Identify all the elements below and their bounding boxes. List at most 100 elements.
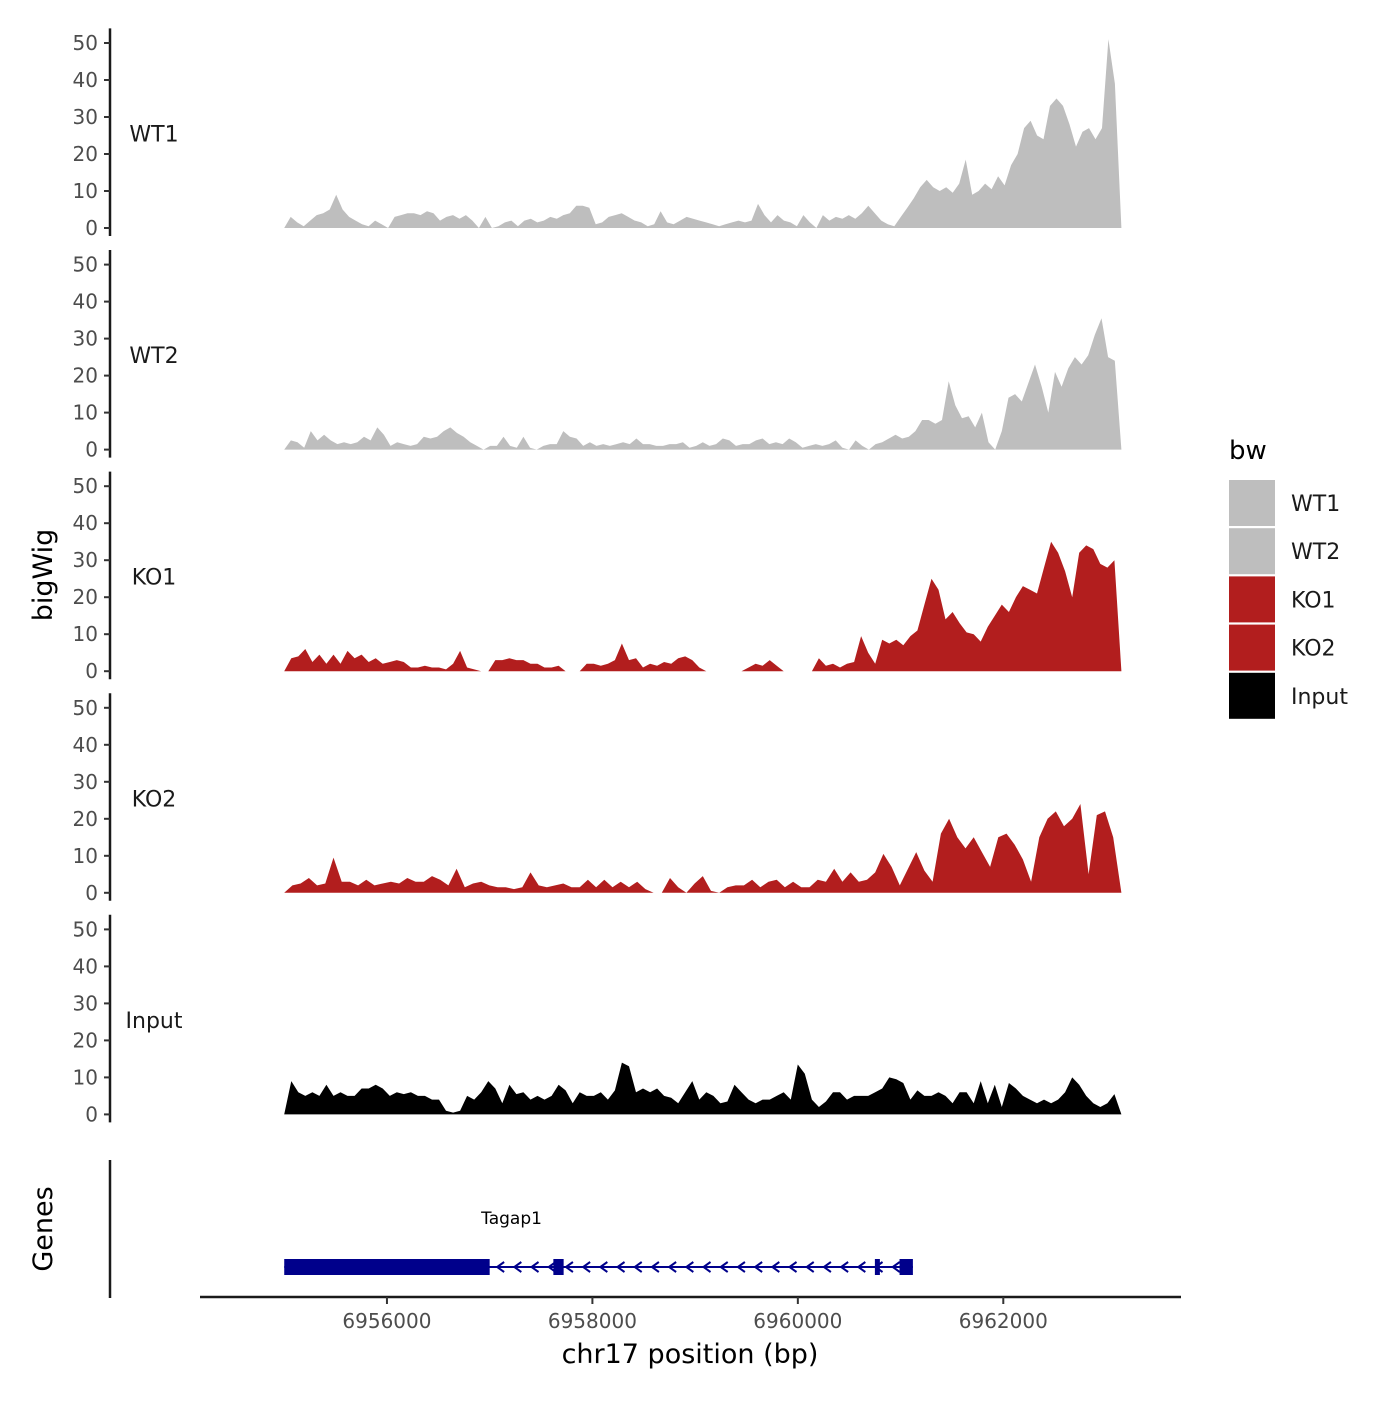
y-tick-label: 40 — [73, 511, 98, 535]
legend-item-wt2: WT2 — [1229, 528, 1340, 575]
signal-area-wt2 — [284, 318, 1122, 450]
x-axis: 6956000 6958000 6960000 6962000 — [200, 1295, 1181, 1333]
legend: bw WT1 WT2 KO1 KO2 Input — [1229, 436, 1348, 719]
y-tick-label: 30 — [73, 327, 98, 351]
legend-swatch — [1229, 528, 1275, 575]
gene-exon — [874, 1259, 880, 1275]
strand-arrow — [701, 1261, 712, 1273]
y-tick-label: 10 — [73, 1065, 98, 1089]
track-wt1: 0 10 20 30 40 50 WT1 — [73, 28, 1122, 240]
signal-area-ko1 — [284, 541, 1122, 672]
y-tick-label: 40 — [73, 68, 98, 92]
x-axis-title: chr17 position (bp) — [562, 1339, 819, 1370]
y-tick-label: 50 — [73, 253, 98, 277]
gene-exon — [553, 1259, 564, 1275]
strand-arrow — [581, 1261, 591, 1273]
y-tick-label: 30 — [73, 548, 98, 572]
strand-arrow — [856, 1261, 866, 1273]
track-label: Input — [126, 1009, 183, 1034]
gene-tagap1: Tagap1 — [284, 1209, 913, 1275]
y-tick-label: 20 — [73, 807, 98, 831]
signal-area-wt1 — [284, 39, 1122, 228]
strand-arrow — [822, 1261, 832, 1273]
legend-swatch — [1229, 480, 1275, 526]
y-tick-label: 10 — [73, 179, 98, 203]
strand-arrow — [719, 1261, 729, 1273]
y-tick-label: 40 — [73, 290, 98, 314]
y-tick-label: 40 — [73, 733, 98, 757]
y-tick-label: 20 — [73, 364, 98, 388]
x-tick-label: 6958000 — [548, 1309, 637, 1333]
strand-arrow — [598, 1261, 608, 1273]
strand-arrow — [512, 1261, 522, 1273]
strand-arrow — [805, 1261, 815, 1273]
y-tick-label: 0 — [85, 1102, 98, 1126]
legend-item-wt1: WT1 — [1229, 480, 1340, 526]
track-label: WT1 — [129, 123, 178, 148]
genes-track: Genes Tagap1 — [28, 1160, 913, 1298]
strand-arrow — [529, 1261, 540, 1273]
y-tick-label: 30 — [73, 770, 98, 794]
x-tick-label: 6962000 — [959, 1309, 1048, 1333]
strand-arrow — [633, 1261, 643, 1273]
legend-item-ko2: KO2 — [1229, 624, 1336, 671]
legend-item-ko1: KO1 — [1229, 576, 1336, 623]
genes-track-title: Genes — [28, 1186, 59, 1271]
y-tick-label: 20 — [73, 1028, 98, 1052]
strand-arrow — [753, 1261, 763, 1273]
track-label: KO1 — [132, 566, 177, 591]
strand-arrow — [770, 1261, 780, 1273]
y-tick-label: 50 — [73, 474, 98, 498]
track-ko2: 0 10 20 30 40 50 KO2 — [73, 693, 1122, 905]
y-tick-label: 10 — [73, 401, 98, 425]
legend-title: bw — [1229, 436, 1267, 466]
strand-arrow — [564, 1261, 574, 1273]
track-wt2: 0 10 20 30 40 50 WT2 — [73, 250, 1122, 462]
y-tick-label: 30 — [73, 991, 98, 1015]
y-tick-label: 0 — [85, 438, 98, 462]
y-tick-label: 0 — [85, 881, 98, 905]
y-tick-label: 20 — [73, 142, 98, 166]
signal-area-ko2 — [284, 804, 1122, 893]
gene-exon — [284, 1259, 490, 1275]
y-axis-title: bigWig — [28, 529, 59, 622]
strand-arrow — [495, 1261, 505, 1273]
y-tick-label: 0 — [85, 216, 98, 240]
strand-arrow — [839, 1261, 849, 1273]
tracks-layer: 0 10 20 30 40 50 WT1 0 10 20 30 40 50 WT2 0 10 20 30 40 50 K… — [73, 28, 1122, 1126]
signal-area-input — [284, 1062, 1122, 1115]
gene-exon — [899, 1259, 913, 1275]
legend-label: Input — [1291, 685, 1348, 710]
track-label: WT2 — [129, 344, 178, 369]
legend-item-input: Input — [1229, 672, 1348, 719]
y-tick-label: 10 — [73, 622, 98, 646]
y-tick-label: 0 — [85, 659, 98, 683]
strand-arrow — [667, 1261, 677, 1273]
legend-swatch — [1229, 576, 1275, 623]
legend-swatch — [1229, 624, 1275, 671]
y-tick-label: 50 — [73, 917, 98, 941]
gene-label: Tagap1 — [480, 1209, 542, 1229]
track-label: KO2 — [132, 787, 177, 812]
y-tick-label: 50 — [73, 696, 98, 720]
strand-arrow — [787, 1261, 798, 1273]
track-ko1: 0 10 20 30 40 50 KO1 — [73, 471, 1122, 683]
x-tick-label: 6960000 — [753, 1309, 842, 1333]
legend-swatch — [1229, 672, 1275, 719]
x-tick-label: 6956000 — [342, 1309, 431, 1333]
y-tick-label: 10 — [73, 844, 98, 868]
legend-label: WT2 — [1291, 540, 1340, 565]
strand-arrow — [891, 1261, 901, 1273]
legend-label: KO1 — [1291, 588, 1336, 613]
y-tick-label: 30 — [73, 105, 98, 129]
strand-arrow — [736, 1261, 746, 1273]
strand-arrow — [684, 1261, 694, 1273]
track-input: 0 10 20 30 40 50 Input — [73, 914, 1122, 1126]
legend-label: WT1 — [1291, 492, 1340, 517]
y-tick-label: 50 — [73, 31, 98, 55]
legend-label: KO2 — [1291, 637, 1336, 662]
y-tick-label: 40 — [73, 954, 98, 978]
strand-arrow — [615, 1261, 626, 1273]
